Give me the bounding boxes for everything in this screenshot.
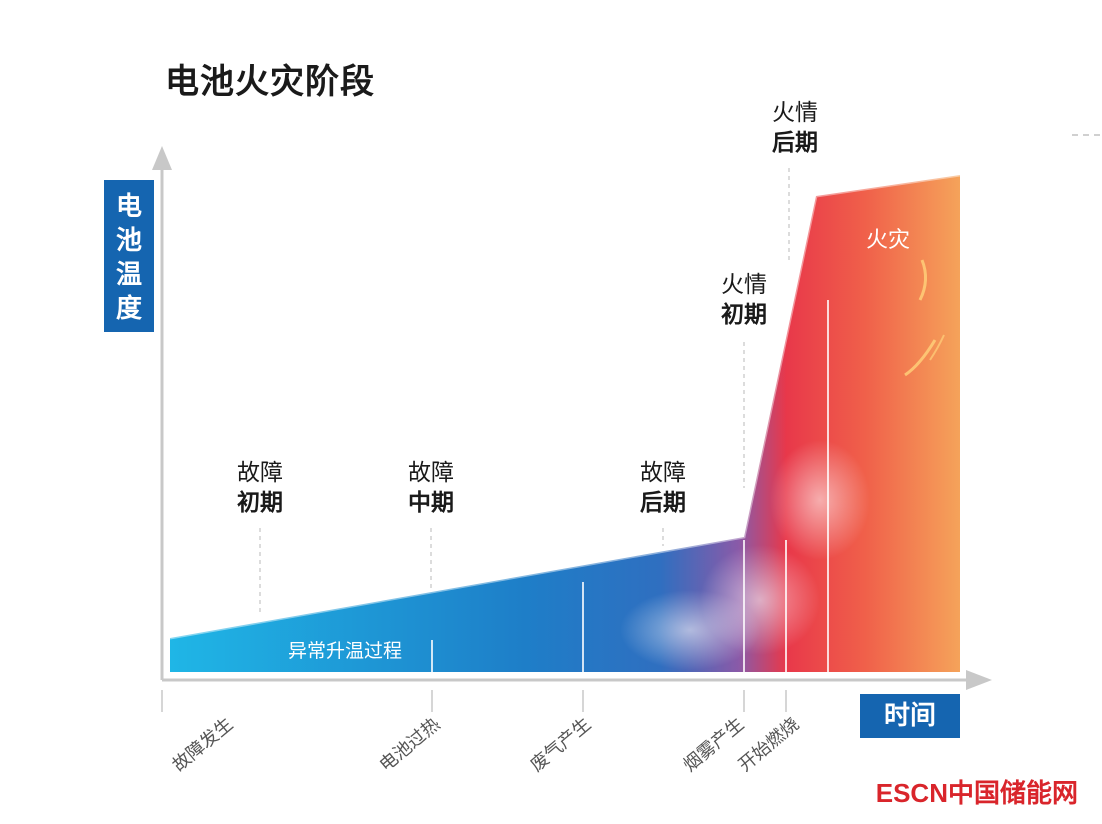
y-axis-char: 电 xyxy=(115,192,142,222)
y-axis-arrow xyxy=(152,146,172,170)
fire-label: 火灾 xyxy=(866,228,911,253)
stage-label-fault-mid: 故障 中期 xyxy=(386,458,476,518)
stage-label-fire-late: 火情 后期 xyxy=(750,98,840,158)
flame-spark xyxy=(929,334,945,361)
stage-label-fault-early: 故障 初期 xyxy=(215,458,305,518)
flame-spark xyxy=(918,259,927,301)
stage-label-line2: 后期 xyxy=(772,130,818,156)
x-axis-label: 时间 xyxy=(860,694,960,738)
x-event-label: 开始燃烧 xyxy=(735,714,804,776)
x-event-label: 电池过热 xyxy=(376,714,445,776)
stage-label-line1: 故障 xyxy=(640,460,686,486)
x-axis-arrow xyxy=(966,670,992,690)
y-axis-char: 温 xyxy=(115,260,142,290)
x-event-label: 烟雾产生 xyxy=(680,714,749,776)
chart-title: 电池火灾阶段 xyxy=(165,62,375,102)
flame-spark xyxy=(904,339,937,377)
stage-label-line2: 后期 xyxy=(640,490,686,516)
stage-label-line2: 中期 xyxy=(408,490,454,516)
y-axis-char: 度 xyxy=(115,294,142,324)
stage-label-line1: 故障 xyxy=(408,460,454,486)
stage-label-fire-early: 火情 初期 xyxy=(699,270,789,330)
corner-dash xyxy=(1072,134,1100,136)
escn-logo: ESCN中国储能网 xyxy=(876,773,1078,810)
stage-label-line1: 火情 xyxy=(772,100,818,126)
stage-label-line2: 初期 xyxy=(237,490,283,516)
temperature-curve xyxy=(169,173,961,640)
y-axis-char: 池 xyxy=(115,226,142,256)
stage-label-fault-late: 故障 后期 xyxy=(618,458,708,518)
stage-label-line2: 初期 xyxy=(721,302,767,328)
y-axis-label: 电 池 温 度 xyxy=(104,180,154,332)
x-event-label: 故障发生 xyxy=(169,714,238,776)
stage-label-line1: 火情 xyxy=(721,272,767,298)
logo-prefix: ESCN xyxy=(875,778,948,808)
stage-label-line1: 故障 xyxy=(237,460,283,486)
temperature-area xyxy=(170,175,960,672)
smoke-cloud xyxy=(770,440,870,560)
logo-name: 中国储能网 xyxy=(947,779,1078,809)
abnormal-heating-label: 异常升温过程 xyxy=(288,640,403,662)
x-event-label: 废气产生 xyxy=(527,714,596,776)
smoke-cloud xyxy=(700,545,820,655)
